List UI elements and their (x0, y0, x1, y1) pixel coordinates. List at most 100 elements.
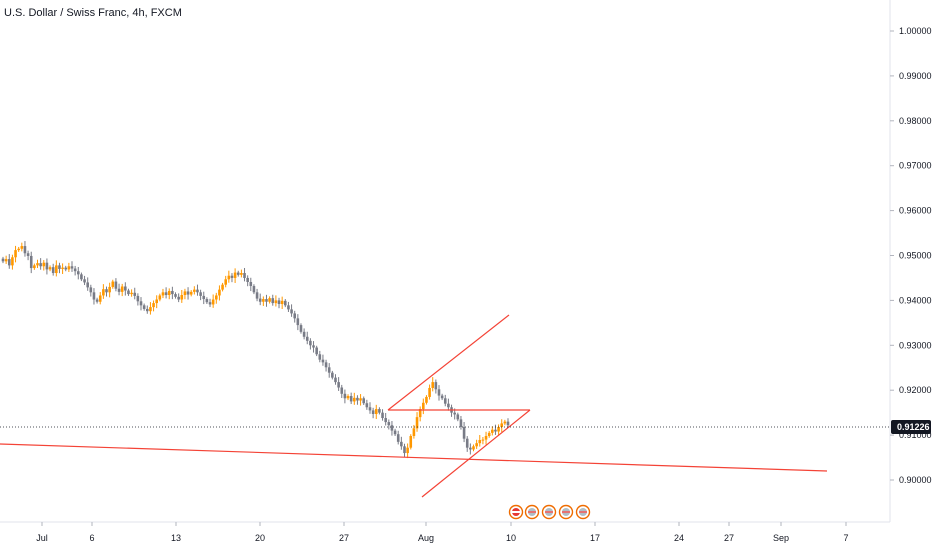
candle-down (89, 287, 93, 293)
candle-down (252, 286, 256, 293)
candle-down (196, 289, 199, 293)
candle-down (271, 298, 275, 304)
candle-down (506, 421, 510, 426)
candle-down (133, 292, 137, 296)
candle-up (4, 259, 8, 262)
candle-down (309, 340, 312, 346)
candle-up (48, 267, 52, 270)
candle-down (51, 267, 55, 274)
candle-down (29, 255, 33, 269)
candle-up (158, 295, 162, 300)
candle-down (145, 308, 149, 312)
candle-down (396, 434, 400, 442)
candle-up (189, 291, 193, 295)
candle-down (70, 266, 74, 269)
flag-stripe (579, 511, 587, 513)
candle-down (95, 299, 99, 302)
candle-down (171, 290, 174, 295)
candle-up (17, 248, 20, 251)
candle-down (299, 325, 303, 332)
x-tick-label: 20 (255, 533, 265, 543)
candle-down (447, 403, 450, 408)
candle-down (390, 425, 394, 431)
candle-up (406, 447, 409, 454)
x-tick-label: 13 (171, 533, 181, 543)
trendline-long-support[interactable] (0, 443, 828, 472)
candle-up (487, 432, 491, 436)
candle-down (343, 393, 347, 399)
candle-down (371, 410, 375, 414)
x-tick-label: 27 (339, 533, 349, 543)
candle-down (378, 409, 381, 413)
x-tick-label: 6 (89, 533, 94, 543)
x-tick-label: 27 (724, 533, 734, 543)
candle-down (384, 418, 387, 423)
candle-down (58, 265, 61, 269)
candle-down (349, 396, 353, 402)
candle-up (346, 396, 350, 399)
candle-down (381, 412, 384, 419)
candle-down (76, 271, 80, 275)
x-tick-label: Jul (36, 533, 48, 543)
candle-down (283, 300, 287, 306)
flag-stripe (562, 511, 570, 513)
candle-down (293, 313, 297, 319)
candle-down (318, 354, 322, 360)
candle-up (111, 281, 115, 287)
candle-up (193, 289, 196, 292)
candle-up (221, 284, 224, 290)
economic-events-group (508, 504, 591, 520)
candle-up (233, 272, 237, 278)
candle-up (500, 423, 504, 428)
candle-down (26, 253, 30, 256)
candle-down (469, 447, 472, 450)
x-tick-label: 24 (674, 533, 684, 543)
candle-up (14, 250, 17, 258)
candle-up (240, 273, 243, 275)
candle-down (337, 382, 340, 388)
x-tick-label: Aug (418, 533, 434, 543)
candle-up (130, 292, 133, 295)
candle-down (305, 336, 309, 341)
y-tick-label: 0.96000 (899, 206, 932, 216)
candle-up (161, 292, 165, 296)
candle-down (302, 331, 306, 337)
y-tick-label: 0.93000 (899, 340, 932, 350)
x-tick-label: 10 (506, 533, 516, 543)
candle-up (428, 387, 431, 397)
candle-down (321, 359, 325, 363)
candle-down (86, 282, 89, 288)
candle-down (331, 372, 334, 378)
candle-down (290, 309, 293, 314)
candle-down (186, 291, 190, 295)
candle-down (387, 422, 391, 426)
candle-down (39, 263, 42, 267)
candle-down (334, 377, 337, 383)
current-price-label: 0.91226 (897, 422, 930, 432)
candle-up (374, 409, 378, 414)
candle-down (124, 286, 127, 291)
y-tick-label: 1.00000 (899, 26, 932, 36)
candle-up (42, 262, 46, 267)
candle-down (243, 273, 246, 278)
candle-up (155, 299, 158, 304)
candle-down (202, 295, 206, 300)
y-tick-label: 0.92000 (899, 385, 932, 395)
candle-down (277, 300, 281, 304)
candle-down (80, 274, 83, 280)
candle-down (315, 347, 318, 355)
candle-up (214, 295, 218, 300)
candle-up (67, 266, 71, 270)
candle-down (1, 258, 5, 262)
candle-up (211, 299, 215, 305)
trendline-channel-upper[interactable] (387, 314, 510, 411)
chart-title: U.S. Dollar / Swiss Franc, 4h, FXCM (4, 7, 182, 19)
candle-up (475, 443, 478, 447)
candle-down (462, 427, 466, 439)
candle-up (183, 291, 187, 296)
trendline-rising-support[interactable] (421, 409, 531, 498)
candle-up (180, 295, 184, 300)
candle-down (365, 403, 369, 408)
candle-up (167, 290, 171, 296)
